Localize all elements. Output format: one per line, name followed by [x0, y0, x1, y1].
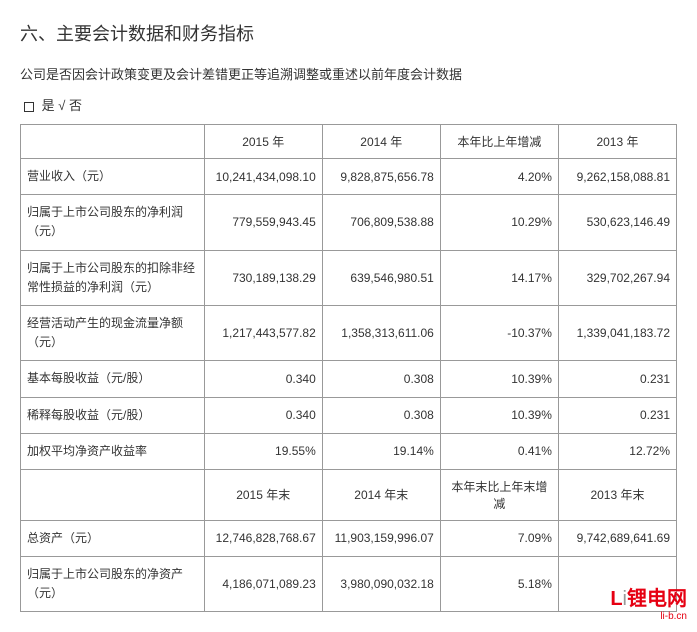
row-value: 9,742,689,641.69	[558, 520, 676, 556]
row-label: 加权平均净资产收益率	[21, 433, 205, 469]
row-label: 归属于上市公司股东的净利润（元）	[21, 195, 205, 250]
header-2015-end: 2015 年末	[204, 469, 322, 520]
row-value: 4,186,071,089.23	[204, 557, 322, 612]
financial-table: 2015 年 2014 年 本年比上年增减 2013 年 营业收入（元） 10,…	[20, 124, 677, 612]
row-value: 0.308	[322, 361, 440, 397]
table-row: 稀释每股收益（元/股） 0.340 0.308 10.39% 0.231	[21, 397, 677, 433]
row-label: 稀释每股收益（元/股）	[21, 397, 205, 433]
watermark-rest: 锂电网	[627, 588, 687, 610]
row-value: 0.231	[558, 397, 676, 433]
row-value: 5.18%	[440, 557, 558, 612]
checkbox-yes-box	[24, 102, 34, 112]
row-value: 11,903,159,996.07	[322, 520, 440, 556]
row-value: 0.340	[204, 361, 322, 397]
row-value: 19.55%	[204, 433, 322, 469]
table-header-row-2: 2015 年末 2014 年末 本年末比上年末增减 2013 年末	[21, 469, 677, 520]
row-label: 总资产（元）	[21, 520, 205, 556]
watermark: Li锂电网 li-b.cn	[610, 582, 687, 622]
checkmark: √	[58, 98, 65, 113]
table-row: 归属于上市公司股东的净利润（元） 779,559,943.45 706,809,…	[21, 195, 677, 250]
row-value: 10,241,434,098.10	[204, 159, 322, 195]
row-label: 归属于上市公司股东的扣除非经常性损益的净利润（元）	[21, 250, 205, 305]
header-2014: 2014 年	[322, 125, 440, 159]
row-value: 10.39%	[440, 397, 558, 433]
row-value: 7.09%	[440, 520, 558, 556]
row-value: 730,189,138.29	[204, 250, 322, 305]
row-value: 12.72%	[558, 433, 676, 469]
header-change-1: 本年比上年增减	[440, 125, 558, 159]
table-row: 归属于上市公司股东的扣除非经常性损益的净利润（元） 730,189,138.29…	[21, 250, 677, 305]
header-2015: 2015 年	[204, 125, 322, 159]
subtitle: 公司是否因会计政策变更及会计差错更正等追溯调整或重述以前年度会计数据	[20, 64, 677, 83]
checkbox-yes-label: 是	[42, 98, 55, 113]
row-value: 19.14%	[322, 433, 440, 469]
watermark-l: L	[610, 588, 622, 610]
row-value: 4.20%	[440, 159, 558, 195]
row-value: 14.17%	[440, 250, 558, 305]
table-row: 归属于上市公司股东的净资产（元） 4,186,071,089.23 3,980,…	[21, 557, 677, 612]
header-2014-end: 2014 年末	[322, 469, 440, 520]
table-row: 加权平均净资产收益率 19.55% 19.14% 0.41% 12.72%	[21, 433, 677, 469]
table-row: 基本每股收益（元/股） 0.340 0.308 10.39% 0.231	[21, 361, 677, 397]
header-change-2: 本年末比上年末增减	[440, 469, 558, 520]
table-row: 经营活动产生的现金流量净额（元） 1,217,443,577.82 1,358,…	[21, 305, 677, 360]
row-value: 10.39%	[440, 361, 558, 397]
section-title: 六、主要会计数据和财务指标	[20, 20, 677, 46]
checkbox-row: 是 √ 否	[20, 95, 677, 114]
row-label: 基本每股收益（元/股）	[21, 361, 205, 397]
row-value: 0.41%	[440, 433, 558, 469]
row-value: 9,828,875,656.78	[322, 159, 440, 195]
row-value: 10.29%	[440, 195, 558, 250]
row-value: 706,809,538.88	[322, 195, 440, 250]
table-row: 总资产（元） 12,746,828,768.67 11,903,159,996.…	[21, 520, 677, 556]
row-value: 1,358,313,611.06	[322, 305, 440, 360]
row-value: 9,262,158,088.81	[558, 159, 676, 195]
header-blank-2	[21, 469, 205, 520]
row-label: 归属于上市公司股东的净资产（元）	[21, 557, 205, 612]
row-label: 营业收入（元）	[21, 159, 205, 195]
row-value: 329,702,267.94	[558, 250, 676, 305]
row-value: 779,559,943.45	[204, 195, 322, 250]
table-header-row-1: 2015 年 2014 年 本年比上年增减 2013 年	[21, 125, 677, 159]
row-value: 12,746,828,768.67	[204, 520, 322, 556]
row-label: 经营活动产生的现金流量净额（元）	[21, 305, 205, 360]
watermark-url: li-b.cn	[610, 611, 687, 622]
table-row: 营业收入（元） 10,241,434,098.10 9,828,875,656.…	[21, 159, 677, 195]
row-value: 530,623,146.49	[558, 195, 676, 250]
row-value: 0.308	[322, 397, 440, 433]
row-value: 1,217,443,577.82	[204, 305, 322, 360]
checkbox-no-label: 否	[69, 98, 82, 113]
row-value: 639,546,980.51	[322, 250, 440, 305]
header-blank-1	[21, 125, 205, 159]
header-2013-end: 2013 年末	[558, 469, 676, 520]
row-value: 3,980,090,032.18	[322, 557, 440, 612]
row-value: 0.231	[558, 361, 676, 397]
header-2013: 2013 年	[558, 125, 676, 159]
row-value: 0.340	[204, 397, 322, 433]
row-value: 1,339,041,183.72	[558, 305, 676, 360]
row-value: -10.37%	[440, 305, 558, 360]
